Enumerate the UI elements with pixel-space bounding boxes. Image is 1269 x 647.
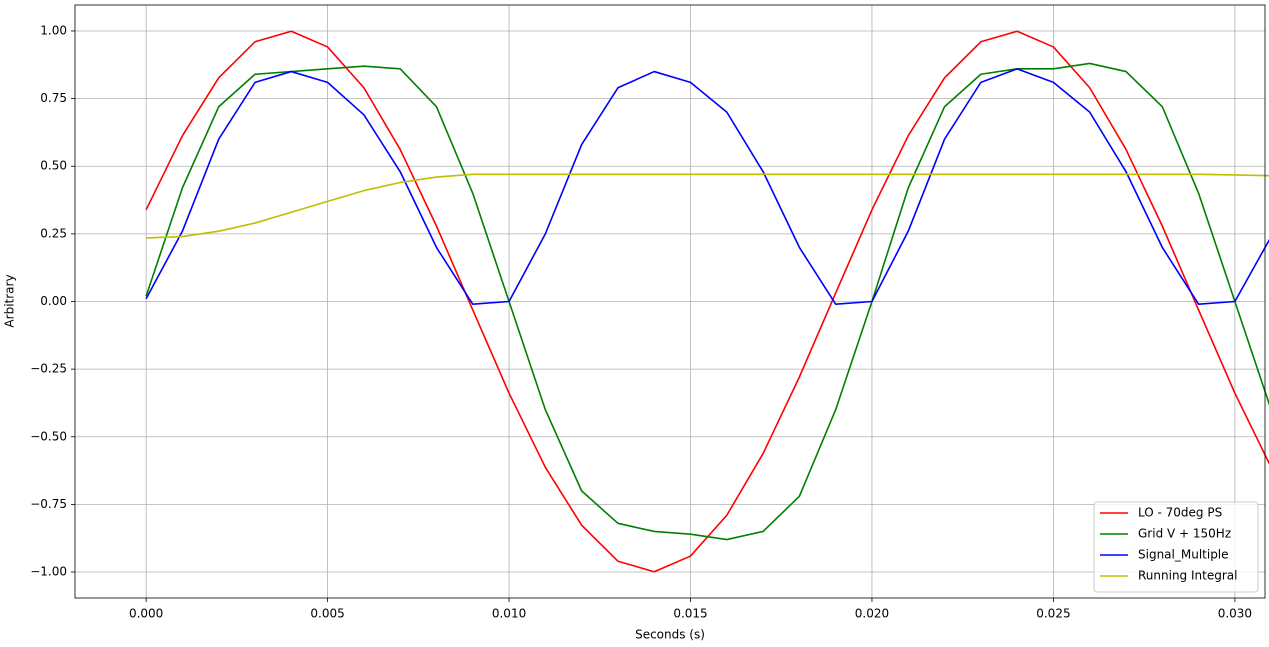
- series-line: [145, 68, 1269, 306]
- y-tick-label: −0.75: [30, 497, 67, 511]
- x-tick-label: 0.025: [1036, 607, 1070, 621]
- y-tick-label: 0.00: [40, 294, 67, 308]
- x-tick-label: 0.000: [129, 607, 163, 621]
- y-tick-label: −0.50: [30, 429, 67, 443]
- legend-frame: [1093, 501, 1259, 593]
- series-line: [145, 30, 1269, 573]
- legend: LO - 70deg PS Grid V + 150Hz Signal_Multip…: [1093, 501, 1259, 593]
- y-tick-label: 1.00: [40, 23, 67, 37]
- series-line: [145, 62, 1269, 541]
- series-line: [146, 173, 1269, 239]
- legend-label: Running Integral: [1138, 569, 1237, 583]
- y-axis-label: Arbitrary: [3, 274, 17, 327]
- y-tick-label: 0.50: [40, 159, 67, 173]
- legend-label: LO - 70deg PS: [1138, 506, 1222, 520]
- x-tick-label: 0.010: [492, 607, 526, 621]
- legend-label: Grid V + 150Hz: [1138, 527, 1231, 541]
- y-tick-label: −0.25: [30, 362, 67, 376]
- legend-label: Signal_Multiple: [1138, 548, 1229, 562]
- y-tick-label: 0.25: [40, 226, 67, 240]
- x-tick-label: 0.030: [1218, 607, 1252, 621]
- x-tick-label: 0.005: [310, 607, 344, 621]
- y-tick-label: −1.00: [30, 565, 67, 579]
- x-axis-label: Seconds (s): [635, 628, 705, 642]
- x-tick-label: 0.020: [855, 607, 889, 621]
- x-tick-label: 0.015: [673, 607, 707, 621]
- y-tick-label: 0.75: [40, 91, 67, 105]
